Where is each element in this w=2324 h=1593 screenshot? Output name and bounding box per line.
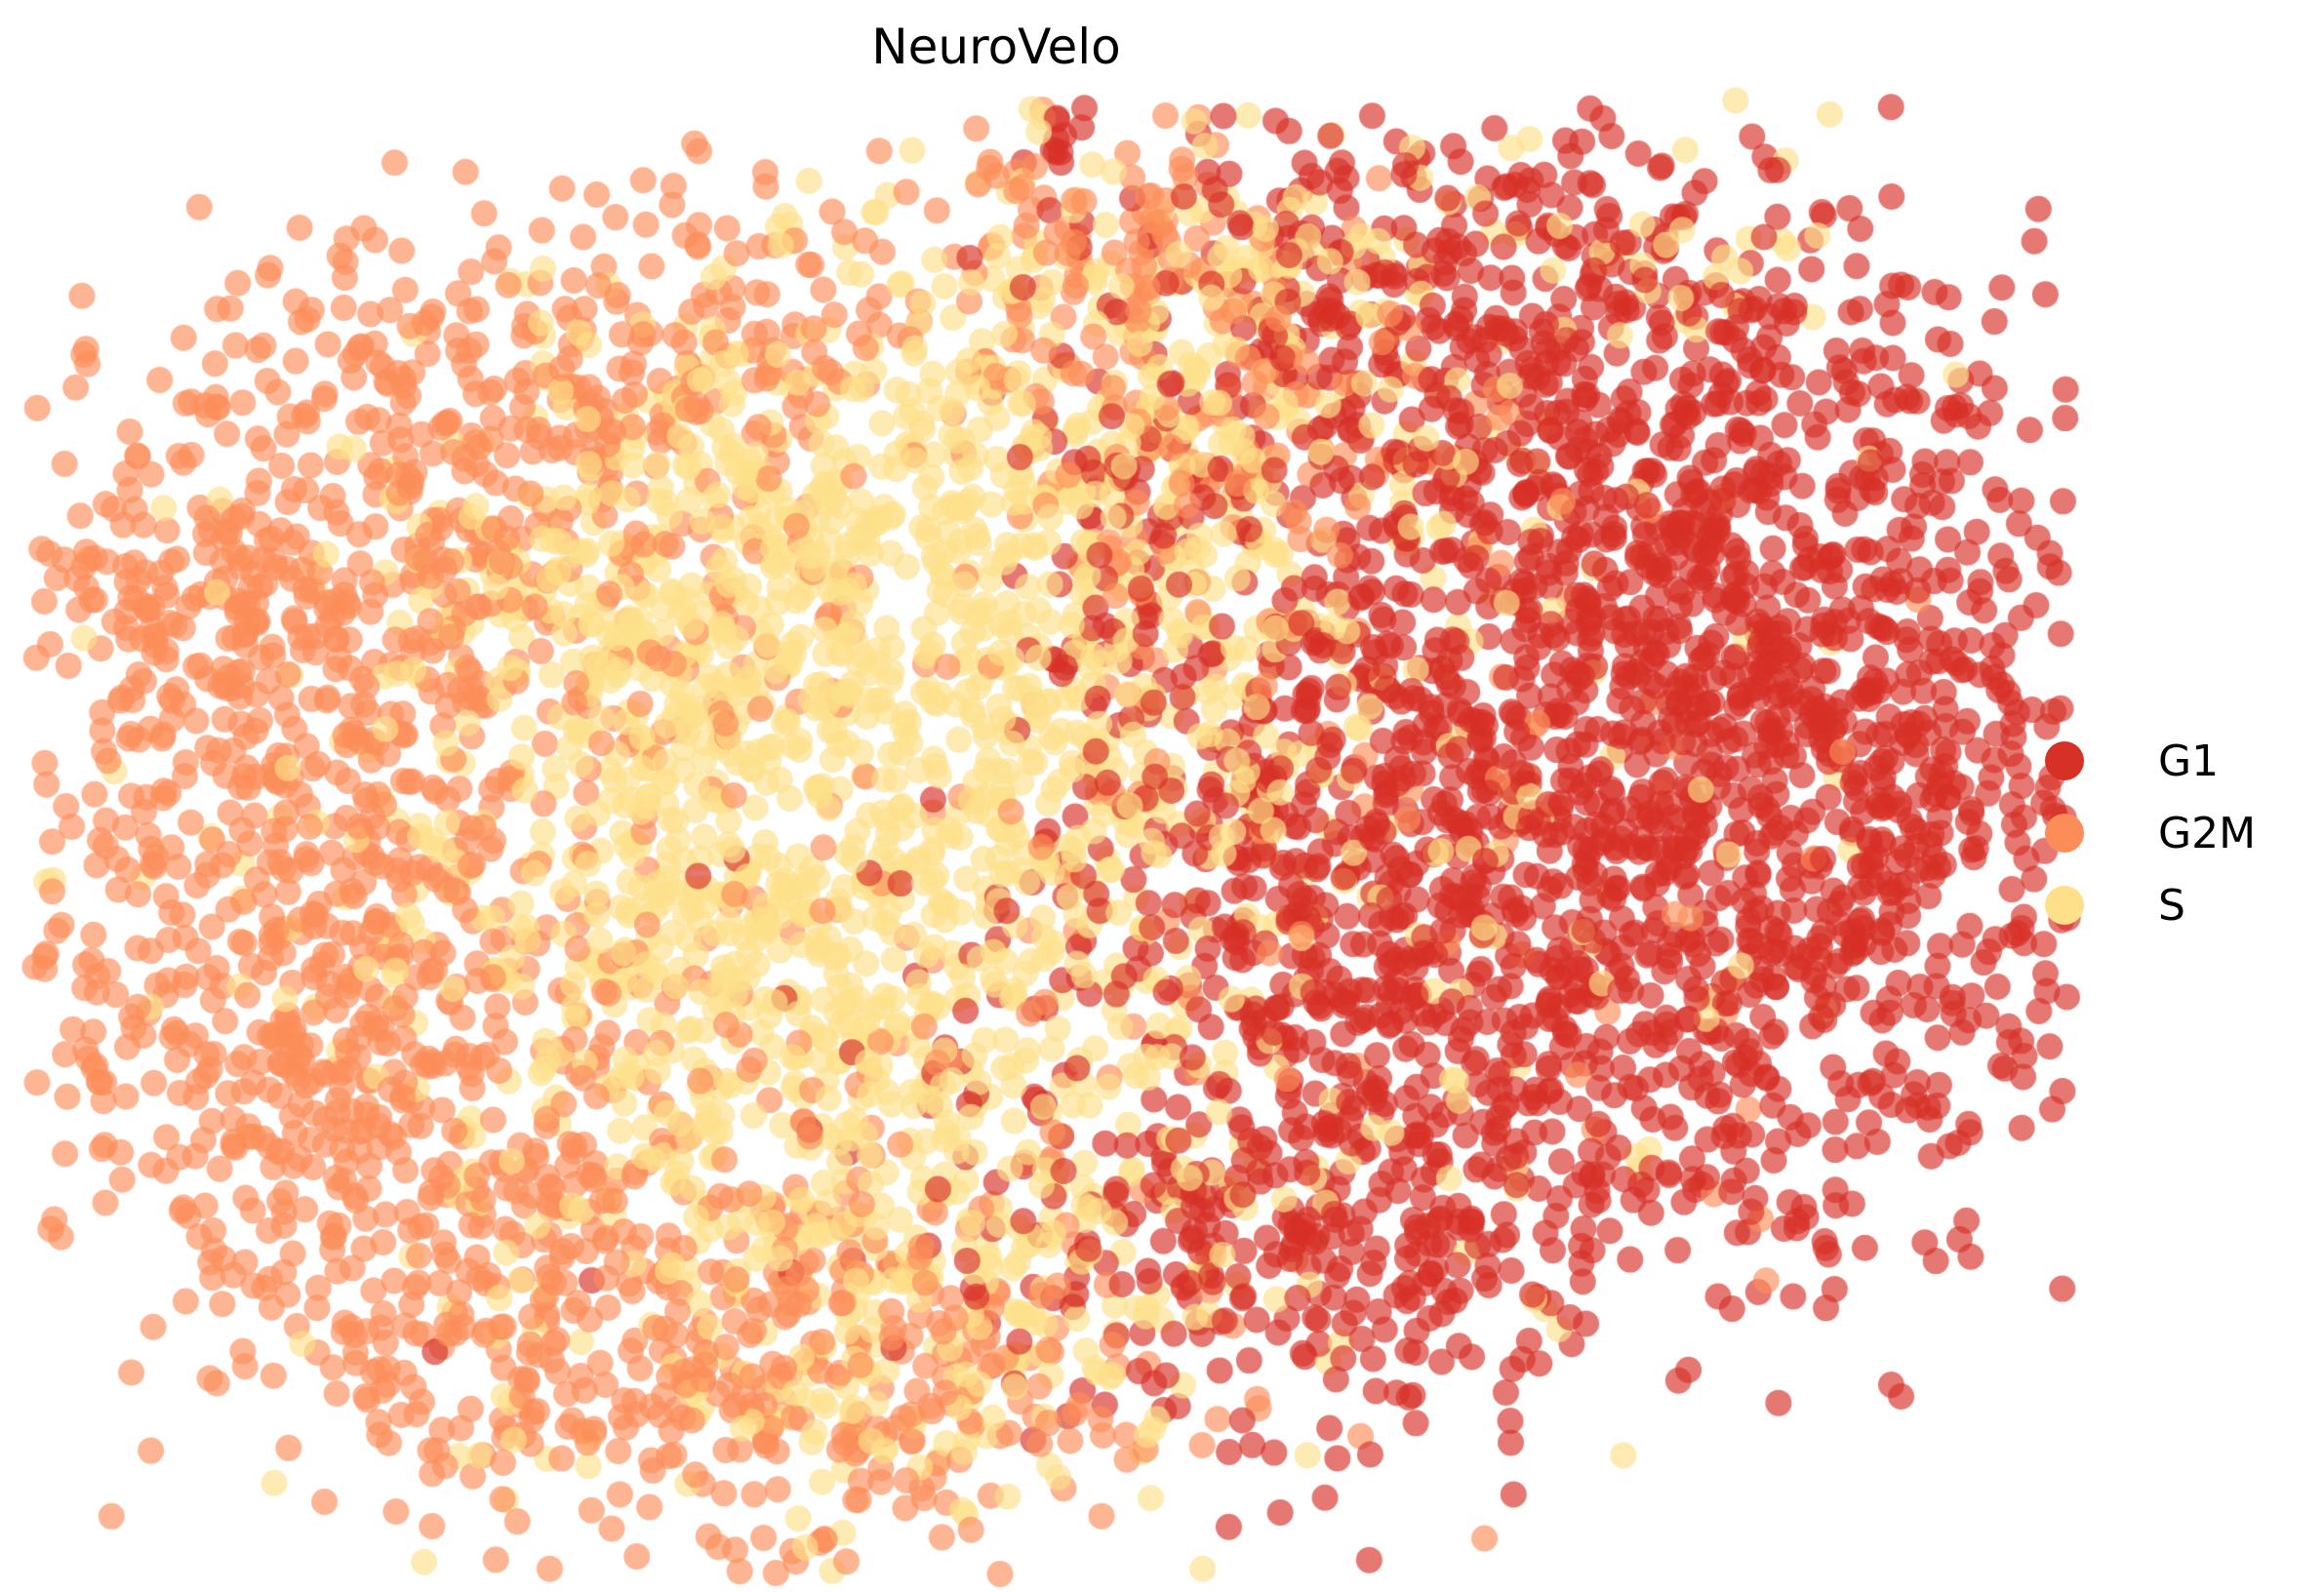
legend-marker-g1-icon — [2045, 741, 2084, 780]
legend-marker-s-icon — [2045, 886, 2084, 925]
legend-item-g1: G1 — [2045, 725, 2256, 797]
legend-label-g2m: G2M — [2158, 808, 2257, 858]
legend-item-g2m: G2M — [2045, 797, 2256, 869]
legend-item-s: S — [2045, 869, 2256, 941]
legend-label-s: S — [2158, 880, 2185, 931]
legend-label-g1: G1 — [2158, 736, 2220, 786]
plot-title: NeuroVelo — [871, 19, 1121, 75]
legend-marker-g2m-icon — [2045, 814, 2084, 853]
legend: G1 G2M S — [2045, 725, 2256, 941]
